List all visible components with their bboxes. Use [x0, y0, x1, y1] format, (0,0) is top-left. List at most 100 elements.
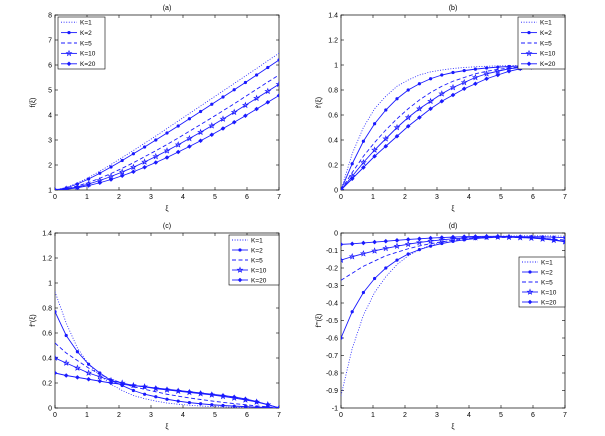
data-point — [176, 124, 180, 128]
series-group — [341, 61, 565, 190]
legend-marker — [527, 30, 531, 35]
data-point — [494, 67, 502, 75]
data-point — [529, 235, 534, 240]
data-point — [187, 401, 191, 405]
data-point — [176, 399, 180, 403]
x-tick-label: 6 — [531, 412, 535, 419]
y-tick-label: 0.6 — [328, 113, 338, 120]
data-point — [153, 385, 159, 391]
data-point — [165, 397, 169, 401]
legend-box — [518, 256, 566, 308]
data-point — [55, 370, 58, 376]
x-tick-label: 2 — [403, 412, 407, 419]
data-point — [131, 169, 136, 175]
data-point — [382, 244, 390, 252]
series-group — [341, 233, 565, 396]
x-axis-label: ξ — [165, 424, 168, 431]
legend-label: K=5 — [540, 40, 552, 47]
data-point — [348, 253, 356, 260]
data-point — [231, 394, 237, 400]
axes-frame — [54, 14, 280, 191]
data-point — [473, 81, 478, 87]
chart-panel-a: (a)0 1 2 3 4 5 6 712345678ξf(ξ)K=1K=2K=5K=10K=2… — [30, 5, 281, 213]
data-point — [373, 276, 377, 281]
data-point — [427, 237, 435, 244]
legend-marker — [526, 61, 532, 67]
series-line-k-1 — [55, 52, 279, 190]
data-point — [254, 399, 259, 404]
data-point — [373, 122, 377, 126]
data-point — [428, 235, 433, 241]
x-tick-label: 4 — [467, 194, 471, 201]
x-tick-label: 7 — [277, 412, 281, 419]
x-tick-label: 7 — [277, 194, 281, 201]
data-point — [275, 80, 279, 88]
data-point — [197, 128, 205, 136]
y-tick-label: 0 — [334, 231, 338, 238]
series-line-k-1 — [341, 64, 565, 190]
data-point — [517, 234, 523, 240]
legend-marker — [525, 49, 533, 57]
y-tick-label: 0.8 — [328, 88, 338, 95]
data-point — [372, 153, 377, 159]
data-point — [495, 72, 501, 78]
x-tick-label: 4 — [181, 194, 185, 201]
data-point — [199, 109, 203, 114]
data-point — [154, 138, 158, 142]
data-point — [506, 234, 512, 239]
data-point — [451, 70, 455, 75]
data-point — [209, 391, 215, 397]
legend-marker — [526, 288, 534, 295]
data-point — [163, 147, 171, 154]
data-point — [405, 123, 411, 129]
data-point — [341, 186, 345, 190]
data-point — [460, 78, 468, 86]
data-point — [165, 131, 169, 135]
legend-label: K=2 — [540, 30, 552, 37]
data-point — [55, 186, 59, 190]
series-line-k-2 — [55, 311, 279, 408]
legend-marker — [237, 277, 243, 283]
data-point — [64, 333, 68, 338]
x-axis-label: ξ — [451, 206, 454, 213]
data-point — [75, 375, 80, 380]
y-tick-label: 7 — [48, 38, 52, 45]
x-tick-label: 6 — [245, 412, 249, 419]
data-point — [460, 234, 468, 241]
legend-marker — [528, 270, 532, 274]
data-point — [221, 95, 225, 99]
y-tick-label: 1.2 — [328, 38, 338, 45]
series-line-k-20 — [55, 95, 279, 190]
y-tick-label: 2 — [48, 163, 52, 170]
data-point — [361, 240, 366, 246]
data-point — [495, 234, 501, 239]
data-point — [264, 87, 272, 95]
x-tick-label: 6 — [245, 194, 249, 201]
data-point — [563, 236, 565, 240]
series-line-k-2 — [341, 64, 565, 190]
data-point — [142, 384, 147, 390]
data-point — [350, 310, 354, 314]
data-point — [131, 152, 135, 156]
legend-label: K=20 — [541, 299, 557, 306]
data-point — [86, 376, 91, 382]
y-tick-label: -0.2 — [326, 266, 338, 273]
legend-label: K=1 — [540, 20, 552, 27]
x-axis-label: ξ — [165, 206, 168, 213]
x-tick-label: 1 — [371, 194, 375, 201]
data-point — [341, 256, 345, 264]
data-point — [484, 76, 489, 82]
x-tick-label: 0 — [339, 194, 343, 201]
data-point — [87, 362, 91, 366]
data-point — [230, 108, 238, 116]
data-point — [255, 73, 259, 77]
data-point — [371, 247, 379, 254]
data-point — [417, 82, 421, 86]
data-point — [243, 80, 247, 85]
x-tick-label: 5 — [213, 412, 217, 419]
y-tick-label: 8 — [48, 13, 52, 20]
data-point — [383, 238, 389, 244]
legend-label: K=10 — [541, 289, 557, 296]
data-point — [154, 395, 158, 399]
